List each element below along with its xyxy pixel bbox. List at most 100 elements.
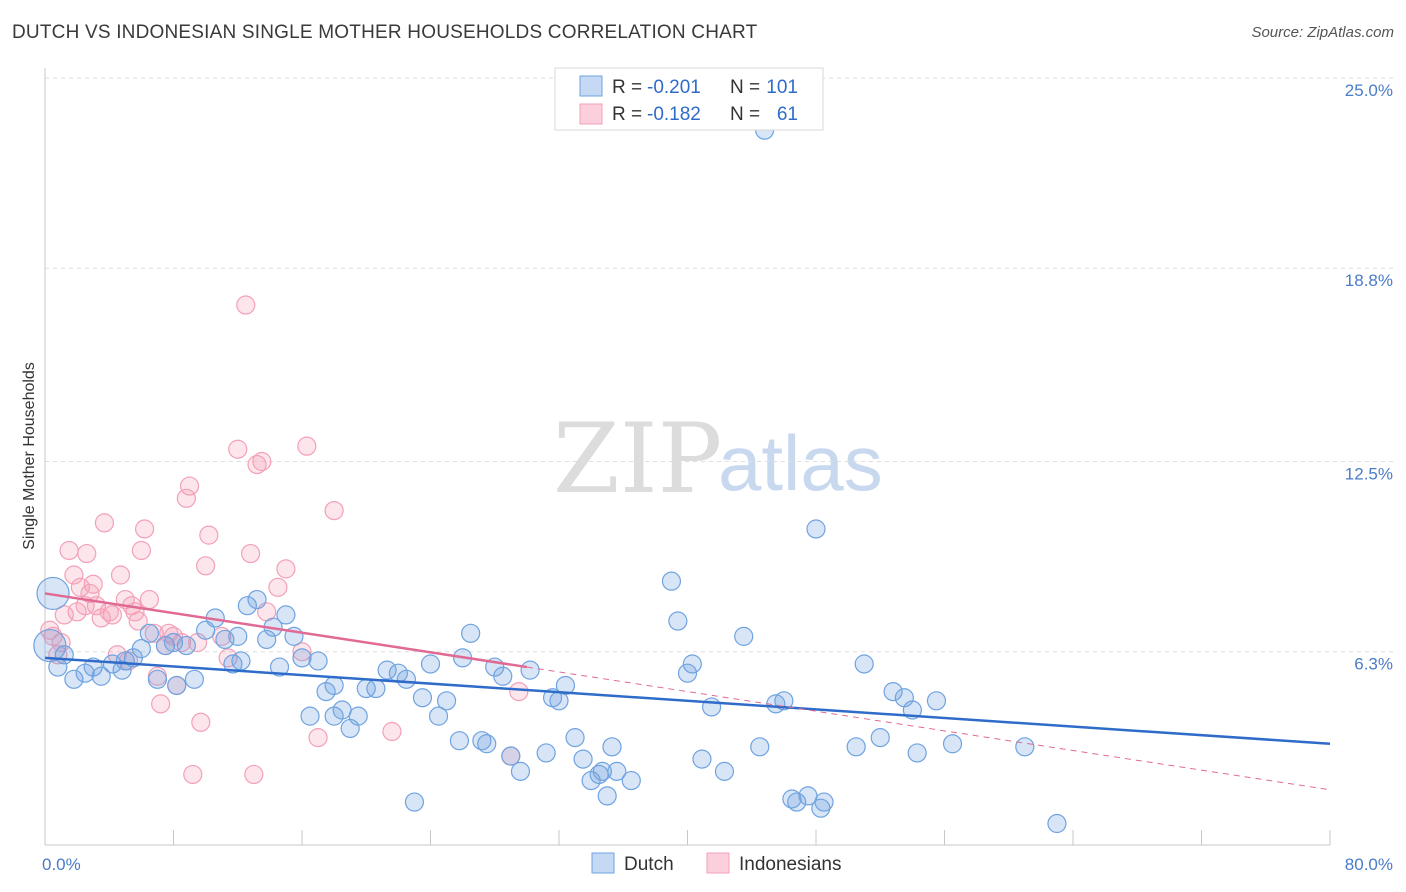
indonesians-point xyxy=(292,642,312,662)
indonesians-point xyxy=(252,451,272,472)
indonesians-point xyxy=(236,295,256,315)
indonesians-point xyxy=(176,488,196,508)
legend-indo-n-value: 61 xyxy=(777,104,798,125)
y-tick-labels: 6.3% 12.5% 18.8% 25.0% xyxy=(1345,81,1393,674)
dutch-point xyxy=(436,691,457,711)
dutch-point xyxy=(536,743,556,763)
indonesians-point xyxy=(134,519,155,539)
indonesians-point xyxy=(144,623,164,643)
x-tick-label-max: 80.0% xyxy=(1345,855,1393,874)
indonesians-point xyxy=(179,476,200,496)
dutch-point xyxy=(247,589,267,610)
indonesians-point xyxy=(102,605,123,625)
dutch-point xyxy=(308,651,328,671)
indonesians-trend-extension xyxy=(526,666,1331,791)
dutch-point xyxy=(324,675,344,696)
dutch-point xyxy=(64,669,84,689)
indonesians-point xyxy=(241,543,261,564)
dutch-point xyxy=(131,639,151,659)
dutch-point xyxy=(565,728,585,748)
legend-dutch-n-label: N = xyxy=(730,77,760,98)
x-axis-ticks xyxy=(173,830,1331,845)
dutch-point xyxy=(461,623,481,643)
x-tick-label-min: 0.0% xyxy=(42,855,81,874)
dutch-point xyxy=(926,691,947,711)
y-axis-label: Single Mother Households xyxy=(21,362,38,550)
dutch-point xyxy=(677,663,698,683)
series-legend-swatch-dutch xyxy=(591,852,615,874)
indonesians-points xyxy=(40,295,529,785)
indonesians-point xyxy=(382,721,402,742)
dutch-point xyxy=(907,743,927,763)
dutch-point xyxy=(54,645,74,665)
indonesians-point xyxy=(276,559,296,579)
indonesians-point xyxy=(59,540,79,561)
dutch-point xyxy=(477,734,497,754)
y-tick-label: 6.3% xyxy=(1354,655,1393,674)
dutch-point xyxy=(396,669,417,689)
dutch-point xyxy=(883,681,903,702)
indonesians-point xyxy=(183,764,203,785)
dutch-point xyxy=(147,669,168,689)
y-tick-label: 18.8% xyxy=(1345,271,1393,290)
dutch-point xyxy=(621,770,641,791)
indonesians-point xyxy=(139,589,160,610)
y-tick-label: 12.5% xyxy=(1345,465,1393,484)
series-legend-swatch-indonesians xyxy=(706,852,730,874)
dutch-point xyxy=(420,654,441,674)
dutch-trend-line xyxy=(44,656,1331,746)
indonesians-point xyxy=(199,525,219,545)
dutch-point xyxy=(597,786,617,806)
indonesians-point xyxy=(191,712,211,732)
dutch-point xyxy=(555,675,576,696)
dutch-point xyxy=(661,571,682,591)
indonesians-point xyxy=(228,439,248,459)
legend-indo-r-label: R = xyxy=(612,104,642,125)
indonesians-point xyxy=(196,556,216,576)
gridlines xyxy=(45,77,1395,653)
dutch-point xyxy=(750,737,770,757)
dutch-point xyxy=(692,749,712,769)
dutch-point xyxy=(602,737,622,757)
dutch-point xyxy=(870,728,890,748)
dutch-point xyxy=(682,654,702,674)
legend-indo-n-label: N = xyxy=(730,104,760,125)
dutch-point xyxy=(449,731,470,751)
dutch-point xyxy=(714,761,735,781)
dutch-point xyxy=(332,700,352,720)
dutch-point xyxy=(300,706,320,726)
legend-dutch-n-value: 101 xyxy=(766,77,798,98)
dutch-point xyxy=(412,688,433,708)
dutch-point xyxy=(366,678,386,699)
dutch-point xyxy=(734,626,754,646)
indonesians-point xyxy=(131,540,151,561)
dutch-point xyxy=(1015,737,1035,757)
dutch-point xyxy=(701,697,722,717)
indonesians-point xyxy=(324,500,344,521)
indonesians-point xyxy=(94,513,115,533)
dutch-point xyxy=(377,660,397,680)
dutch-point xyxy=(176,635,196,656)
dutch-point xyxy=(814,792,834,812)
y-tick-label: 25.0% xyxy=(1345,81,1393,100)
series-legend-indonesians: Indonesians xyxy=(739,854,841,875)
dutch-point xyxy=(607,761,627,781)
correlation-legend: R = -0.201 N = 101 R = -0.182 N = 61 xyxy=(554,67,824,131)
dutch-point xyxy=(493,666,513,686)
series-legend-dutch: Dutch xyxy=(624,854,674,875)
dutch-point xyxy=(942,734,963,754)
dutch-point xyxy=(668,611,688,631)
dutch-point xyxy=(592,761,612,781)
dutch-point xyxy=(91,666,111,686)
indonesians-point xyxy=(128,611,148,631)
legend-swatch-indonesians xyxy=(579,103,603,125)
dutch-point xyxy=(501,746,521,766)
watermark-atlas: atlas xyxy=(718,419,883,507)
dutch-point xyxy=(428,706,449,726)
indonesians-point xyxy=(64,565,84,585)
dutch-points xyxy=(33,80,1067,834)
dutch-point xyxy=(292,648,312,668)
dutch-point xyxy=(1047,813,1067,834)
series-legend: Dutch Indonesians xyxy=(591,852,841,875)
watermark-zip: ZIP xyxy=(553,403,722,515)
